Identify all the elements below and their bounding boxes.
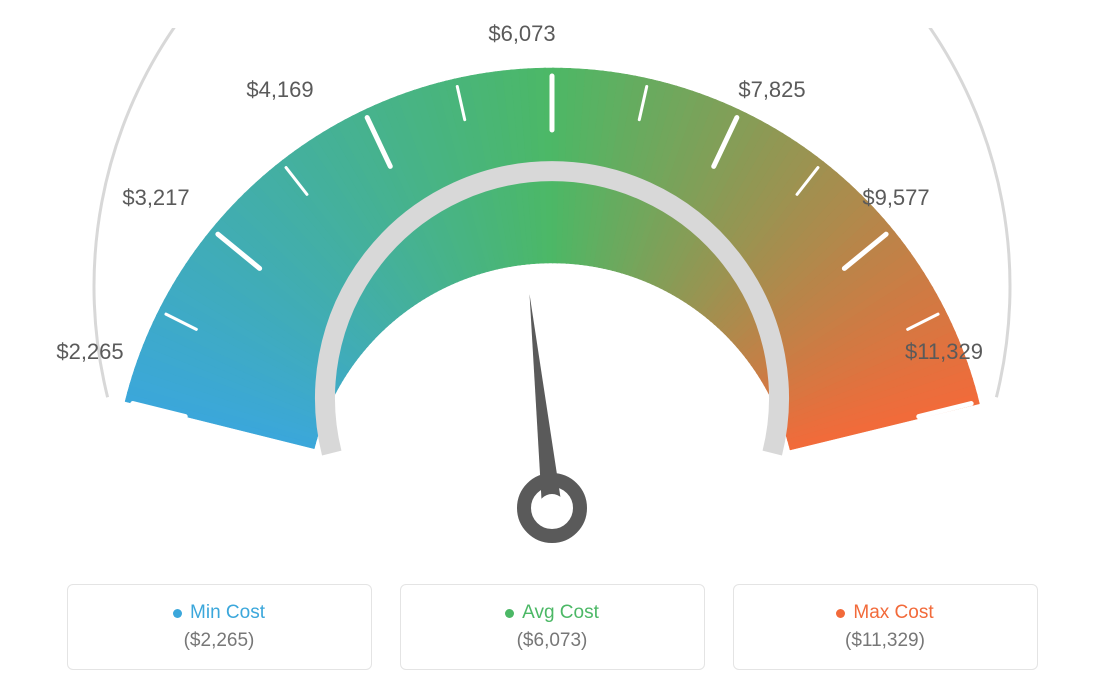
chart-container: $2,265 $3,217 $4,169 $6,073 $7,825 $9,57… — [0, 0, 1104, 690]
tick-label-0: $2,265 — [56, 339, 123, 365]
tick-label-4: $7,825 — [738, 77, 805, 103]
tick-label-3: $6,073 — [488, 21, 555, 47]
max-cost-label: Max Cost — [836, 602, 933, 624]
tick-label-6: $11,329 — [905, 339, 983, 365]
min-cost-label: Min Cost — [173, 602, 265, 624]
avg-cost-card: Avg Cost ($6,073) — [400, 584, 705, 670]
min-cost-card: Min Cost ($2,265) — [67, 584, 372, 670]
gauge-svg — [82, 28, 1022, 558]
gauge: $2,265 $3,217 $4,169 $6,073 $7,825 $9,57… — [82, 28, 1022, 558]
avg-cost-value: ($6,073) — [517, 630, 588, 652]
avg-cost-label: Avg Cost — [505, 602, 599, 624]
max-cost-value: ($11,329) — [845, 630, 925, 652]
tick-label-2: $4,169 — [246, 77, 313, 103]
tick-label-1: $3,217 — [122, 185, 189, 211]
max-cost-card: Max Cost ($11,329) — [733, 584, 1038, 670]
legend-cards: Min Cost ($2,265) Avg Cost ($6,073) Max … — [0, 584, 1104, 670]
tick-label-5: $9,577 — [862, 185, 929, 211]
min-cost-value: ($2,265) — [184, 630, 255, 652]
